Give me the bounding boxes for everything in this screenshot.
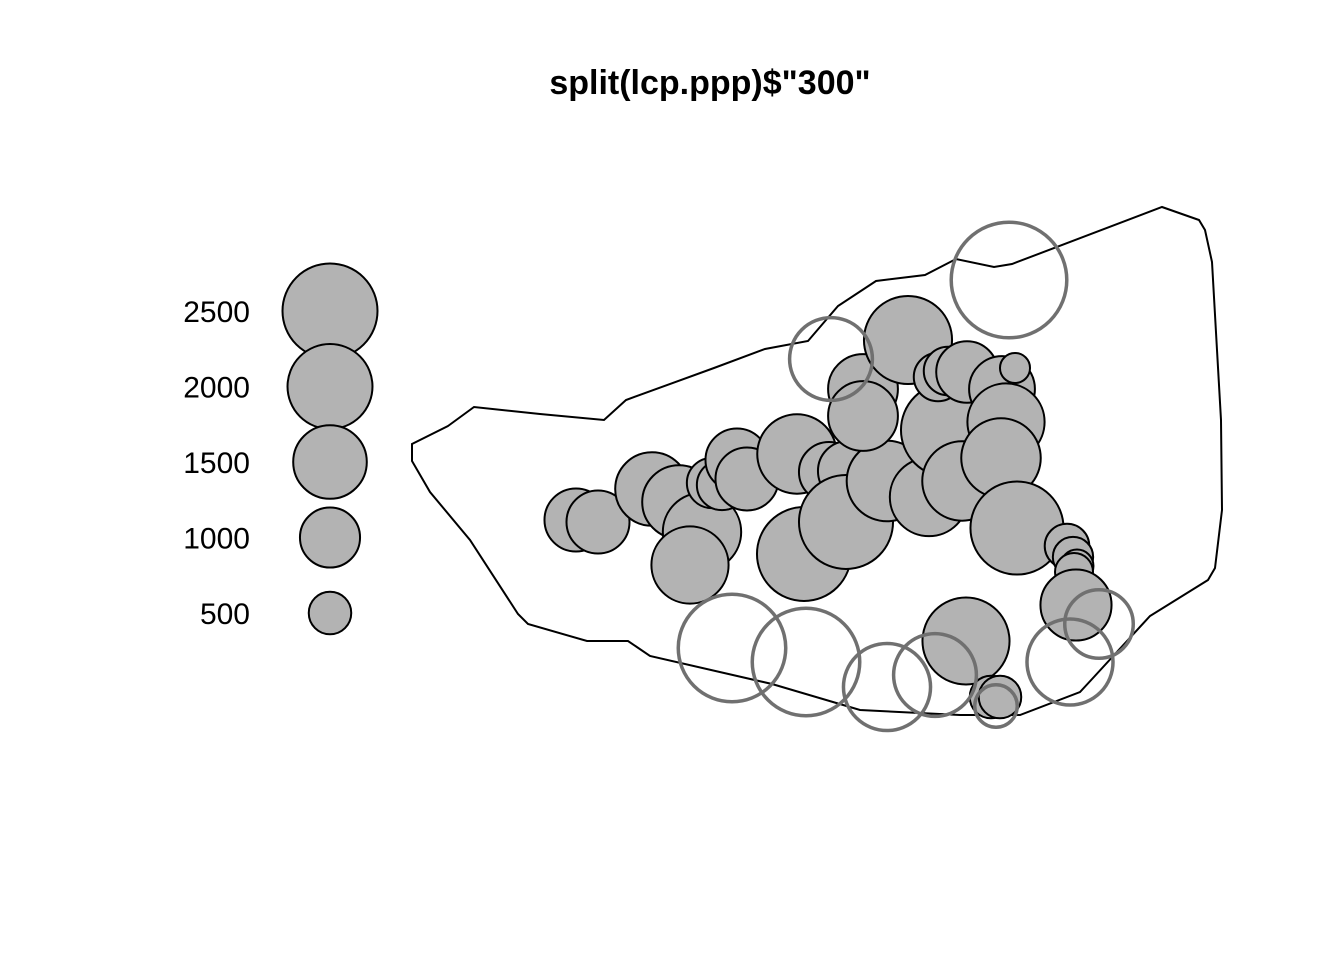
- point-open: [676, 592, 788, 704]
- point-open: [891, 631, 979, 719]
- point-filled: [998, 351, 1032, 385]
- point-filled: [921, 596, 1011, 686]
- point-filled: [1039, 568, 1113, 642]
- point-open: [787, 315, 875, 403]
- point-open: [1025, 617, 1115, 707]
- legend-label: 1500: [183, 447, 250, 480]
- observation-window: [411, 205, 1224, 716]
- point-open: [750, 606, 862, 718]
- legend-circle: [307, 590, 353, 636]
- chart-title: split(lcp.ppp)$"300": [549, 64, 870, 102]
- point-filled: [650, 525, 730, 605]
- legend-label: 500: [200, 598, 250, 631]
- point-open: [949, 220, 1069, 340]
- legend-label: 2000: [183, 372, 250, 405]
- point-filled: [827, 380, 899, 452]
- marks: [543, 220, 1136, 733]
- point-filled: [565, 489, 631, 555]
- legend-circle: [286, 343, 374, 430]
- point-open: [973, 683, 1019, 729]
- point-open: [841, 641, 933, 733]
- legend-circle: [298, 506, 362, 569]
- legend: 2500 2000 1500 1000 500: [183, 262, 379, 636]
- legend-label: 1000: [183, 523, 250, 556]
- legend-circle: [292, 424, 368, 500]
- point-open: [1062, 587, 1136, 661]
- legend-label: 2500: [183, 296, 250, 329]
